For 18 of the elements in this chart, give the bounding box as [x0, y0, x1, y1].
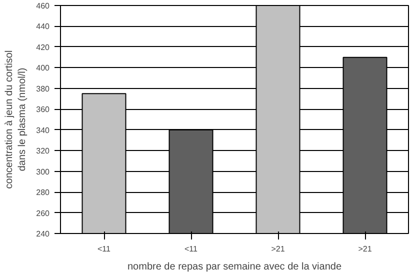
y-tick-label: 400 [36, 64, 50, 73]
x-tick-label: >21 [271, 244, 286, 254]
y-tick-label: 380 [36, 84, 50, 94]
y-tick-label: 340 [36, 126, 50, 135]
y-tick-label: 460 [36, 2, 50, 10]
x-tick-label: <11 [184, 244, 198, 254]
x-tick-label: >21 [358, 244, 372, 254]
y-tick-label: 240 [36, 230, 50, 238]
y-tick-label: 360 [36, 105, 50, 114]
x-axis-title: nombre de repas par semaine avec de la viande [127, 262, 342, 272]
y-tick-label: 300 [36, 167, 50, 176]
y-tick-label: 280 [36, 188, 50, 198]
y-tick-label: 440 [36, 22, 50, 32]
y-tick-label: 260 [36, 208, 50, 218]
y-tick-label: 420 [36, 42, 50, 52]
x-tick-label: <11 [98, 244, 112, 254]
y-axis-title: concentration à jeun du cortisol dans le plasma (nmol/l) [4, 50, 28, 189]
y-tick-label: 320 [36, 146, 50, 156]
